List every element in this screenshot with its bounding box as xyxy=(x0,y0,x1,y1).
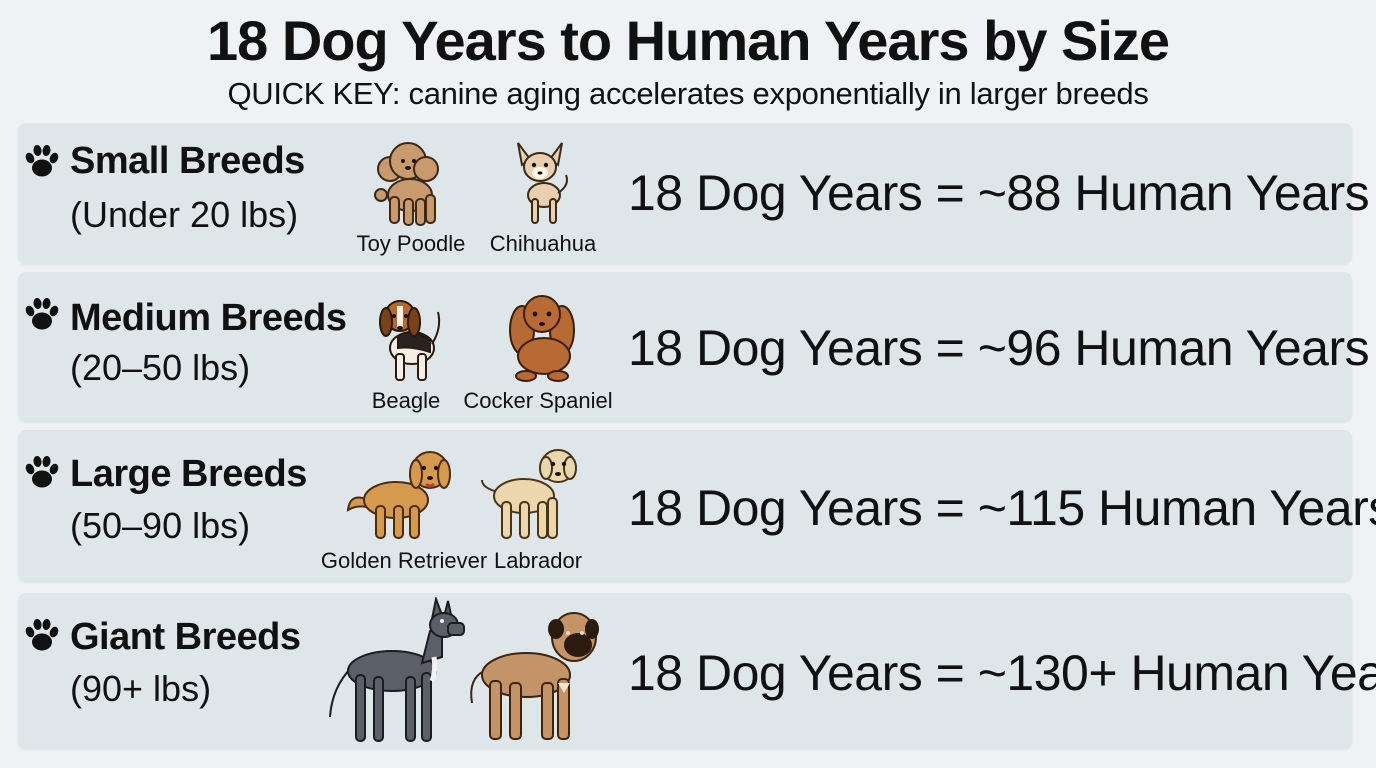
conversion-text: 18 Dog Years = ~130+ Human Years xyxy=(628,645,1376,701)
size-row-small: Small Breeds (Under 20 lbs) Toy Poodle xyxy=(18,123,1370,264)
size-name: Giant Breeds xyxy=(70,616,301,658)
conversion-text: 18 Dog Years = ~115 Human Years xyxy=(628,480,1376,536)
toy-poodle-illustration xyxy=(374,142,439,226)
breed-caption: Labrador xyxy=(493,548,583,573)
breed-caption: Cocker Spaniel xyxy=(463,388,613,413)
page-title: 18 Dog Years to Human Years by Size xyxy=(206,9,1170,72)
size-name: Medium Breeds xyxy=(70,297,347,339)
size-weight: (Under 20 lbs) xyxy=(70,194,299,235)
paw-icon xyxy=(22,141,62,181)
paw-icon xyxy=(22,615,62,655)
cocker-spaniel-illustration xyxy=(509,295,575,382)
breed-caption: Toy Poodle xyxy=(356,231,466,256)
size-row-giant: Giant Breeds (90+ lbs) xyxy=(18,593,1376,749)
size-weight: (20–50 lbs) xyxy=(70,347,251,388)
size-name: Small Breeds xyxy=(70,140,305,182)
size-row-large: Large Breeds (50–90 lbs) Golden Retrieve… xyxy=(18,430,1376,582)
chihuahua-illustration xyxy=(517,142,568,224)
size-row-medium: Medium Breeds (20–50 lbs) Beagle xyxy=(18,272,1370,422)
size-weight: (50–90 lbs) xyxy=(70,505,251,546)
breed-caption: Beagle xyxy=(371,388,441,413)
conversion-text: 18 Dog Years = ~96 Human Years xyxy=(628,320,1370,376)
paw-icon xyxy=(22,452,62,492)
breed-caption: Chihuahua xyxy=(489,231,597,256)
paw-icon xyxy=(22,294,62,334)
golden-retriever-illustration xyxy=(346,451,451,539)
labrador-illustration xyxy=(481,449,577,539)
mastiff-illustration xyxy=(470,612,599,740)
conversion-text: 18 Dog Years = ~88 Human Years xyxy=(628,165,1370,221)
beagle-illustration xyxy=(379,300,441,381)
great-dane-illustration xyxy=(329,597,465,742)
size-name: Large Breeds xyxy=(70,453,307,495)
page-subtitle: QUICK KEY: canine aging accelerates expo… xyxy=(227,76,1149,111)
breed-caption: Golden Retriever xyxy=(320,548,488,573)
size-weight: (90+ lbs) xyxy=(70,668,212,709)
